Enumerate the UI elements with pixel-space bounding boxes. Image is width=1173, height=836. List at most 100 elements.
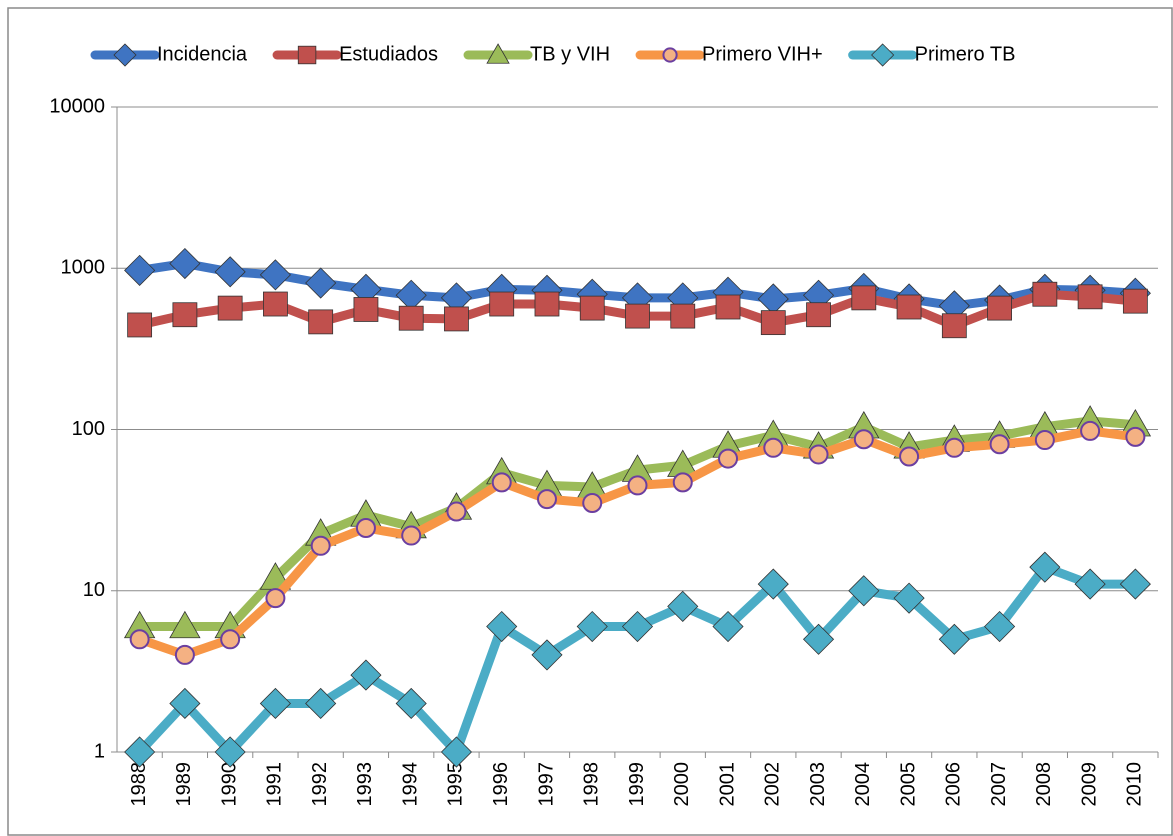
x-tick-label: 1996 [490, 762, 512, 807]
x-tick-label: 2003 [807, 762, 829, 807]
marker [848, 575, 880, 607]
marker [576, 610, 608, 643]
marker [670, 303, 696, 329]
legend-item: Primero TB [848, 43, 1016, 67]
marker [1122, 288, 1148, 314]
marker [169, 610, 201, 639]
x-tick-label: 1999 [626, 762, 648, 807]
x-tick-label: 2005 [897, 762, 919, 807]
marker [127, 312, 153, 338]
marker [124, 254, 156, 286]
marker [174, 644, 195, 665]
marker [989, 434, 1010, 455]
marker [984, 610, 1016, 643]
marker [582, 493, 603, 514]
x-tick-label: 1994 [399, 762, 421, 807]
marker [763, 437, 784, 458]
legend-item: Estudiados [272, 43, 438, 65]
legend-label: Primero TB [915, 43, 1016, 65]
series [127, 281, 1148, 339]
marker [214, 256, 246, 288]
legend-label: Incidencia [157, 43, 248, 65]
marker [806, 302, 831, 328]
x-tick-label: 2008 [1033, 762, 1055, 807]
marker [297, 45, 317, 65]
marker [534, 291, 560, 317]
x-tick-label: 2002 [762, 762, 784, 807]
x-tick-label: 2009 [1078, 762, 1100, 807]
marker [113, 43, 137, 67]
marker [808, 444, 829, 465]
marker [1074, 568, 1106, 600]
marker [1077, 284, 1103, 310]
marker [169, 687, 201, 720]
x-tick-label: 1993 [354, 762, 376, 807]
marker [353, 297, 379, 322]
x-tick-label: 2001 [716, 762, 738, 807]
marker [491, 472, 512, 493]
marker [627, 475, 648, 496]
marker [305, 687, 337, 720]
marker [486, 43, 510, 64]
marker [169, 247, 201, 280]
marker [625, 303, 650, 329]
marker [265, 588, 286, 609]
x-tick-label: 1997 [535, 762, 557, 807]
marker [124, 736, 156, 768]
marker [217, 295, 243, 321]
marker [401, 525, 422, 546]
marker [899, 446, 920, 467]
y-tick-label: 1000 [61, 257, 106, 279]
y-tick-label: 1 [94, 740, 105, 762]
marker [712, 610, 744, 643]
marker [310, 535, 331, 556]
legend-item: Primero VIH+ [635, 43, 823, 65]
marker [440, 736, 473, 768]
legend-label: Estudiados [339, 43, 438, 65]
x-tick-label: 1988 [128, 762, 150, 807]
x-tick-label: 2007 [988, 762, 1010, 807]
marker [662, 47, 678, 63]
marker [667, 590, 699, 622]
x-tick-label: 2010 [1124, 762, 1146, 807]
marker [172, 302, 198, 328]
marker [129, 629, 150, 650]
marker [893, 582, 925, 614]
marker [259, 259, 291, 291]
marker [446, 501, 467, 522]
marker [489, 291, 515, 317]
marker [579, 295, 605, 321]
marker [536, 489, 557, 510]
marker [305, 267, 337, 299]
x-tick-label: 1989 [173, 762, 195, 807]
marker [395, 687, 427, 720]
marker [1125, 426, 1146, 447]
x-tick-label: 2000 [671, 762, 693, 807]
series [129, 420, 1146, 665]
marker [871, 43, 895, 67]
marker [1034, 430, 1055, 451]
legend-item: Incidencia [90, 43, 248, 67]
marker [715, 294, 741, 320]
marker [760, 310, 786, 336]
marker [486, 610, 518, 643]
marker [1032, 281, 1058, 307]
marker [853, 429, 874, 450]
marker [350, 659, 382, 691]
x-tick-label: 1992 [309, 762, 331, 807]
legend-label: Primero VIH+ [702, 43, 823, 65]
marker [263, 291, 288, 317]
y-tick-label: 10000 [49, 95, 105, 117]
marker [621, 610, 654, 643]
marker [1119, 568, 1151, 600]
chart-frame [7, 7, 1173, 836]
marker [214, 736, 246, 768]
marker [531, 639, 563, 671]
marker [355, 517, 376, 538]
series [124, 551, 1151, 768]
y-tick-label: 10 [83, 579, 105, 601]
x-tick-label: 2006 [943, 762, 965, 807]
marker [938, 623, 970, 655]
